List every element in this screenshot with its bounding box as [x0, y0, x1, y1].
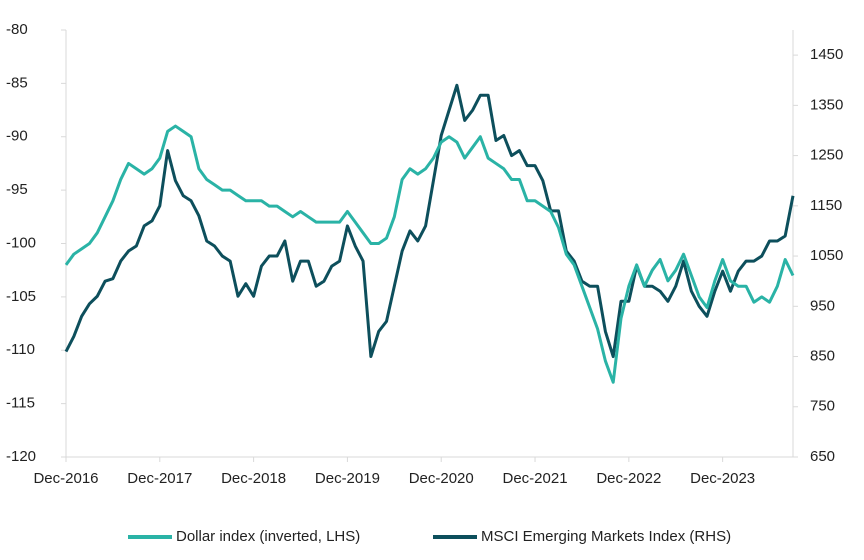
y2-tick-label: 1350: [810, 96, 843, 113]
y-tick-label: -105: [6, 288, 36, 305]
data-line: [64, 83, 795, 359]
x-tick-label: Dec-2019: [315, 470, 380, 487]
x-tick-label: Dec-2022: [596, 470, 661, 487]
y-tick-label: -90: [6, 128, 28, 145]
legend-label: Dollar index (inverted, LHS): [176, 528, 360, 545]
x-tick-label: Dec-2017: [127, 470, 192, 487]
y-tick-label: -85: [6, 74, 28, 91]
y2-tick-label: 650: [810, 448, 835, 465]
x-tick-label: Dec-2016: [33, 470, 98, 487]
y-tick-label: -120: [6, 448, 36, 465]
x-tick-label: Dec-2023: [690, 470, 755, 487]
x-tick-label: Dec-2021: [503, 470, 568, 487]
y-tick-label: -80: [6, 21, 28, 38]
y-tick-label: -110: [6, 341, 35, 358]
x-tick-label: Dec-2018: [221, 470, 286, 487]
y2-tick-label: 950: [810, 297, 835, 314]
y2-tick-label: 1050: [810, 247, 843, 264]
y2-tick-label: 1450: [810, 46, 843, 63]
x-tick-label: Dec-2020: [409, 470, 474, 487]
data-line: [64, 124, 795, 384]
y-tick-label: -115: [6, 395, 35, 412]
y2-tick-label: 1150: [810, 197, 842, 214]
y2-tick-label: 750: [810, 398, 835, 415]
y-tick-label: -95: [6, 181, 28, 198]
y-tick-label: -100: [6, 234, 36, 251]
legend-label: MSCI Emerging Markets Index (RHS): [481, 528, 731, 545]
y2-tick-label: 850: [810, 347, 835, 364]
y2-tick-label: 1250: [810, 147, 843, 164]
